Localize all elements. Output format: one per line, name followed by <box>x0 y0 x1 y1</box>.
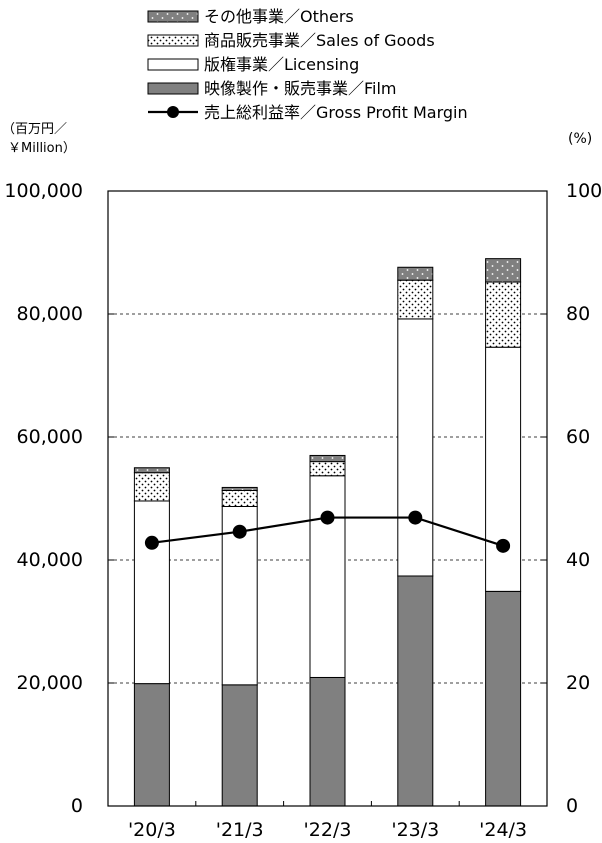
margin-point <box>496 538 511 553</box>
bar-segment <box>309 475 346 678</box>
bar-segment <box>397 266 434 281</box>
plot-frame <box>107 190 548 807</box>
legend: その他事業／Others 商品販売事業／Sales of Goods 版権事業／Li… <box>147 7 468 122</box>
bar-segment <box>133 683 170 807</box>
right-tick-label: 100 <box>566 180 602 202</box>
legend-line-marker <box>167 106 179 118</box>
margin-point <box>144 535 159 550</box>
bar-segment <box>397 318 434 577</box>
left-axis-label-line1: （百万円／ <box>2 122 67 137</box>
left-ticks: 0 20,000 40,000 60,000 80,000 100,000 <box>4 180 114 817</box>
left-tick-label: 40,000 <box>17 549 83 571</box>
bar-segment <box>221 684 258 807</box>
bar-segment <box>309 676 346 807</box>
left-tick-label: 0 <box>71 795 83 817</box>
legend-label: 売上総利益率／Gross Profit Margin <box>204 103 468 122</box>
plot-border <box>107 190 548 807</box>
x-ticks: '20/3 '21/3 '22/3 '23/3 '24/3 <box>107 801 527 841</box>
legend-swatch <box>147 10 199 23</box>
x-tick-label: '23/3 <box>391 819 439 841</box>
bar-segment <box>221 490 258 507</box>
left-axis-label-line2: ￥Million） <box>8 141 76 156</box>
left-tick-label: 60,000 <box>17 426 83 448</box>
bar-segment <box>309 461 346 477</box>
bar-segment <box>397 575 434 807</box>
legend-label: 版権事業／Licensing <box>204 55 359 74</box>
right-tick-label: 20 <box>566 672 590 694</box>
right-tick-label: 80 <box>566 303 590 325</box>
bars <box>133 258 522 807</box>
left-tick-label: 100,000 <box>4 180 83 202</box>
right-tick-label: 40 <box>566 549 590 571</box>
x-tick-label: '22/3 <box>304 819 352 841</box>
bar-segment <box>485 258 522 283</box>
legend-swatch <box>147 58 199 71</box>
margin-line <box>144 510 511 553</box>
right-tick-label: 0 <box>566 795 578 817</box>
legend-label: 映像製作・販売事業／Film <box>204 79 397 98</box>
bar-segment <box>485 281 522 348</box>
right-ticks: 0 20 40 60 80 100 <box>541 180 602 817</box>
right-axis-label: (%) <box>568 131 592 147</box>
legend-label: 商品販売事業／Sales of Goods <box>204 31 435 50</box>
left-tick-label: 20,000 <box>17 672 83 694</box>
margin-point <box>232 524 247 539</box>
legend-label: その他事業／Others <box>204 7 354 26</box>
margin-point <box>408 510 423 525</box>
bar-segment <box>485 346 522 592</box>
bar-segment <box>397 279 434 320</box>
right-tick-label: 60 <box>566 426 590 448</box>
x-tick-label: '21/3 <box>216 819 264 841</box>
gridlines <box>108 313 547 684</box>
bar-segment <box>133 472 170 502</box>
legend-swatch <box>147 82 199 95</box>
bar-segment <box>133 500 170 685</box>
x-tick-label: '24/3 <box>479 819 527 841</box>
left-tick-label: 80,000 <box>17 303 83 325</box>
bar-segment <box>485 590 522 807</box>
bar-segment <box>309 454 346 463</box>
bar-segment <box>221 486 258 492</box>
bar-segment <box>133 467 170 474</box>
margin-point <box>320 510 335 525</box>
legend-swatch <box>147 34 199 47</box>
x-tick-label: '20/3 <box>128 819 176 841</box>
